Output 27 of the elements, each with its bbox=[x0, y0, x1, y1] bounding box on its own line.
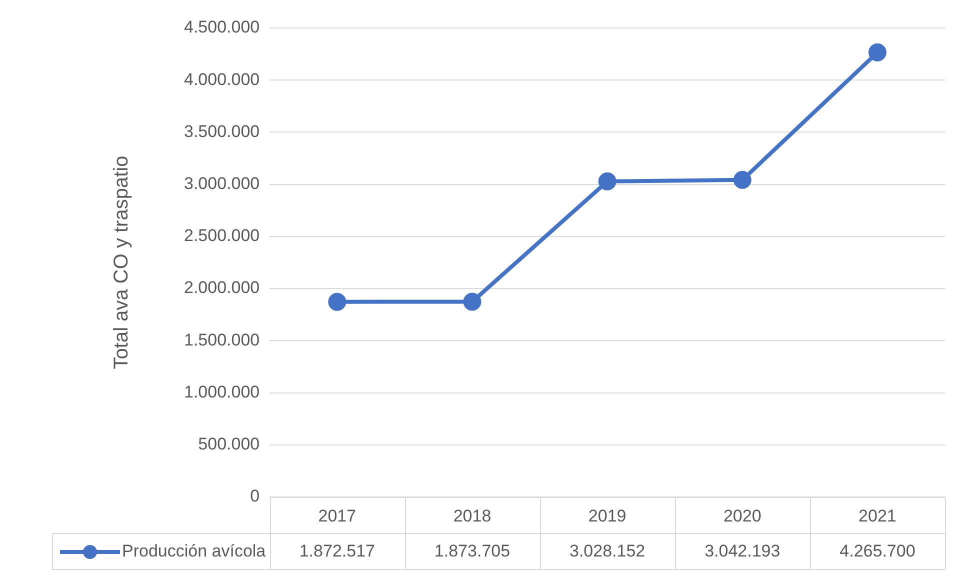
x-tick-label: 2018 bbox=[453, 506, 492, 526]
point bbox=[328, 292, 346, 311]
data-label: 3.042.193 bbox=[704, 542, 780, 561]
y-tick-label: 3.000.000 bbox=[184, 174, 260, 194]
point bbox=[598, 172, 616, 190]
point bbox=[463, 292, 482, 311]
y-axis-title: Total ava CO y traspatio bbox=[110, 156, 133, 370]
x-tick-label: 2021 bbox=[858, 506, 896, 526]
data-label: 1.872.517 bbox=[299, 542, 375, 561]
y-tick-label: 2.000.000 bbox=[184, 278, 260, 298]
y-tick-label: 3.500.000 bbox=[184, 122, 260, 141]
x-tick-label: 2019 bbox=[588, 506, 626, 526]
point bbox=[733, 170, 752, 189]
x-tick-label: 2020 bbox=[723, 506, 762, 526]
data-label: 1.873.705 bbox=[434, 542, 510, 561]
point bbox=[868, 43, 886, 62]
y-tick-label: 1.500.000 bbox=[184, 330, 260, 350]
data-label: 4.265.700 bbox=[840, 542, 916, 561]
y-tick-label: 4.500.000 bbox=[184, 18, 260, 37]
y-tick-label: 4.000.000 bbox=[184, 70, 260, 89]
y-tick-label: 500.000 bbox=[198, 434, 260, 454]
y-tick-label: 0 bbox=[250, 486, 260, 506]
y-tick-label: 1.000.000 bbox=[184, 382, 260, 402]
x-tick-label: 2017 bbox=[318, 506, 356, 526]
data-label: 3.028.152 bbox=[569, 542, 646, 561]
y-tick-label: 2.500.000 bbox=[184, 226, 260, 246]
legend-label: Producción avícola bbox=[122, 542, 266, 561]
